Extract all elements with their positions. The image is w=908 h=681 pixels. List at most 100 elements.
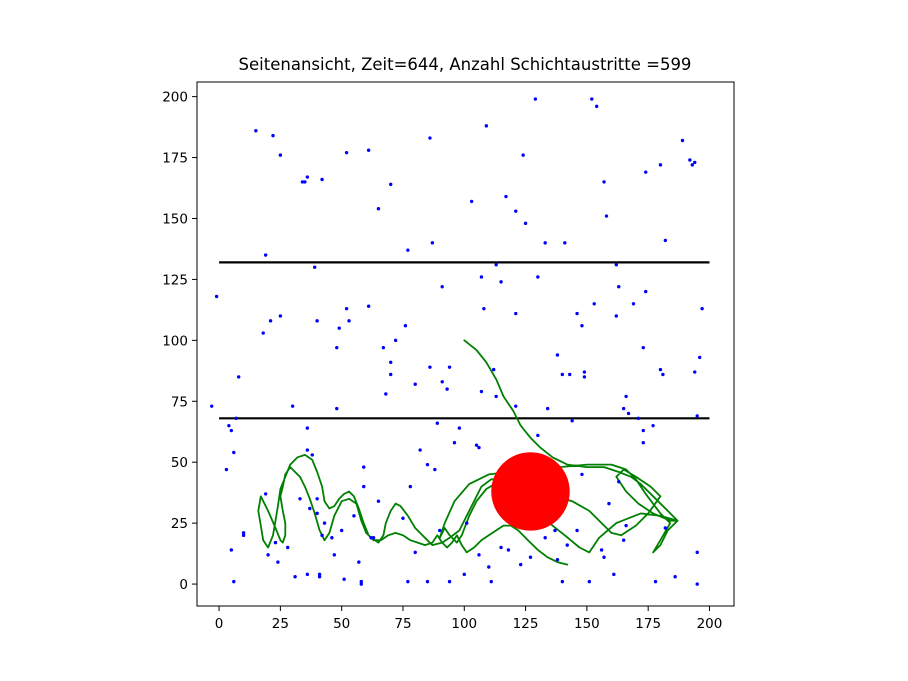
scatter-point bbox=[317, 575, 322, 579]
scatter-point bbox=[445, 387, 449, 391]
scatter-point bbox=[560, 372, 565, 377]
scatter-point bbox=[465, 521, 469, 525]
scatter-point bbox=[614, 314, 619, 318]
scatter-point bbox=[469, 199, 474, 204]
y-tick-label: 75 bbox=[171, 394, 188, 410]
x-tick-label: 125 bbox=[513, 616, 539, 632]
scatter-point bbox=[518, 562, 523, 567]
scatter-point bbox=[499, 280, 503, 284]
scatter-point bbox=[592, 302, 596, 306]
scatter-point bbox=[352, 514, 356, 518]
scatter-point bbox=[489, 579, 493, 584]
scatter-point bbox=[366, 304, 371, 308]
scatter-point bbox=[406, 248, 410, 252]
scatter-point bbox=[536, 275, 540, 279]
scatter-point bbox=[435, 421, 440, 425]
scatter-point bbox=[227, 423, 231, 428]
x-tick-label: 175 bbox=[635, 616, 661, 632]
scatter-point bbox=[389, 360, 393, 364]
scatter-point bbox=[447, 579, 452, 584]
scatter-point bbox=[528, 555, 533, 559]
scatter-point bbox=[487, 565, 491, 569]
scatter-point bbox=[543, 241, 547, 245]
chart-title: Seitenansicht, Zeit=644, Anzahl Schichta… bbox=[239, 55, 692, 74]
scatter-point bbox=[491, 367, 496, 372]
scatter-point bbox=[406, 579, 410, 584]
x-axis: 0 25 50 75 100 125 150 175 200 bbox=[215, 606, 722, 632]
scatter-point bbox=[241, 533, 246, 538]
scatter-point bbox=[320, 177, 324, 182]
scatter-point bbox=[536, 433, 540, 438]
scatter-point bbox=[320, 533, 324, 538]
scatter-point bbox=[641, 428, 645, 433]
scatter-point bbox=[425, 579, 430, 584]
scatter-point bbox=[241, 531, 246, 535]
scatter-point bbox=[440, 285, 444, 289]
scatter-point bbox=[315, 511, 319, 516]
scatter-point bbox=[477, 445, 481, 450]
scatter-point bbox=[305, 572, 310, 577]
scatter-point bbox=[653, 579, 658, 584]
scatter-point bbox=[293, 575, 297, 579]
scatter-point bbox=[305, 426, 310, 430]
scatter-point bbox=[663, 526, 668, 530]
scatter-point bbox=[560, 579, 565, 584]
scatter-point bbox=[568, 372, 572, 377]
plot-layer bbox=[196, 81, 735, 607]
scatter-point bbox=[565, 543, 569, 547]
scatter-point bbox=[575, 311, 579, 316]
plot-content bbox=[210, 97, 710, 586]
scatter-point bbox=[644, 170, 648, 174]
scatter-point bbox=[580, 472, 584, 477]
scatter-point bbox=[690, 163, 695, 167]
scatter-point bbox=[322, 521, 327, 525]
scatter-point bbox=[305, 448, 310, 452]
scatter-point bbox=[626, 411, 631, 416]
scatter-point bbox=[428, 136, 432, 140]
scatter-point bbox=[344, 150, 349, 155]
scatter-point bbox=[347, 319, 351, 323]
scatter-point bbox=[224, 467, 229, 472]
scatter-point bbox=[494, 394, 498, 399]
scatter-point bbox=[621, 406, 626, 411]
scatter-point bbox=[310, 453, 314, 457]
scatter-point bbox=[266, 553, 270, 557]
scatter-point bbox=[514, 209, 518, 213]
scatter-point bbox=[286, 545, 290, 550]
scatter-point bbox=[587, 579, 592, 584]
scatter-point bbox=[479, 275, 484, 279]
scatter-point bbox=[482, 306, 486, 311]
scatter-point bbox=[631, 302, 636, 306]
scatter-point bbox=[254, 129, 258, 133]
scatter-point bbox=[599, 548, 604, 552]
scatter-point bbox=[308, 506, 312, 511]
scatter-point bbox=[494, 263, 498, 267]
scatter-point bbox=[210, 404, 214, 408]
scatter-point bbox=[514, 311, 518, 316]
scatter-point bbox=[413, 382, 417, 386]
scatter-point bbox=[428, 365, 432, 369]
scatter-point bbox=[376, 207, 381, 211]
y-axis: 0 25 50 75 100 125 150 175 200 bbox=[162, 90, 197, 593]
scatter-point bbox=[232, 450, 236, 455]
scatter-point bbox=[290, 404, 295, 408]
scatter-point bbox=[303, 180, 307, 184]
scatter-point bbox=[693, 370, 697, 374]
scatter-point bbox=[452, 441, 457, 445]
scatter-point bbox=[474, 443, 479, 447]
scatter-point bbox=[298, 497, 302, 501]
scatter-point bbox=[344, 306, 349, 311]
y-tick-label: 125 bbox=[162, 272, 188, 288]
scatter-point bbox=[695, 582, 699, 586]
y-tick-label: 0 bbox=[179, 577, 188, 593]
scatter-point bbox=[607, 501, 611, 506]
x-tick-label: 25 bbox=[272, 616, 289, 632]
scatter-point bbox=[644, 289, 648, 294]
scatter-point bbox=[335, 406, 339, 411]
scatter-point bbox=[695, 414, 699, 418]
scatter-point bbox=[594, 104, 599, 109]
trajectory-line bbox=[257, 339, 679, 566]
scatter-point bbox=[563, 241, 567, 245]
scatter-point bbox=[337, 326, 341, 330]
scatter-point bbox=[612, 572, 616, 577]
